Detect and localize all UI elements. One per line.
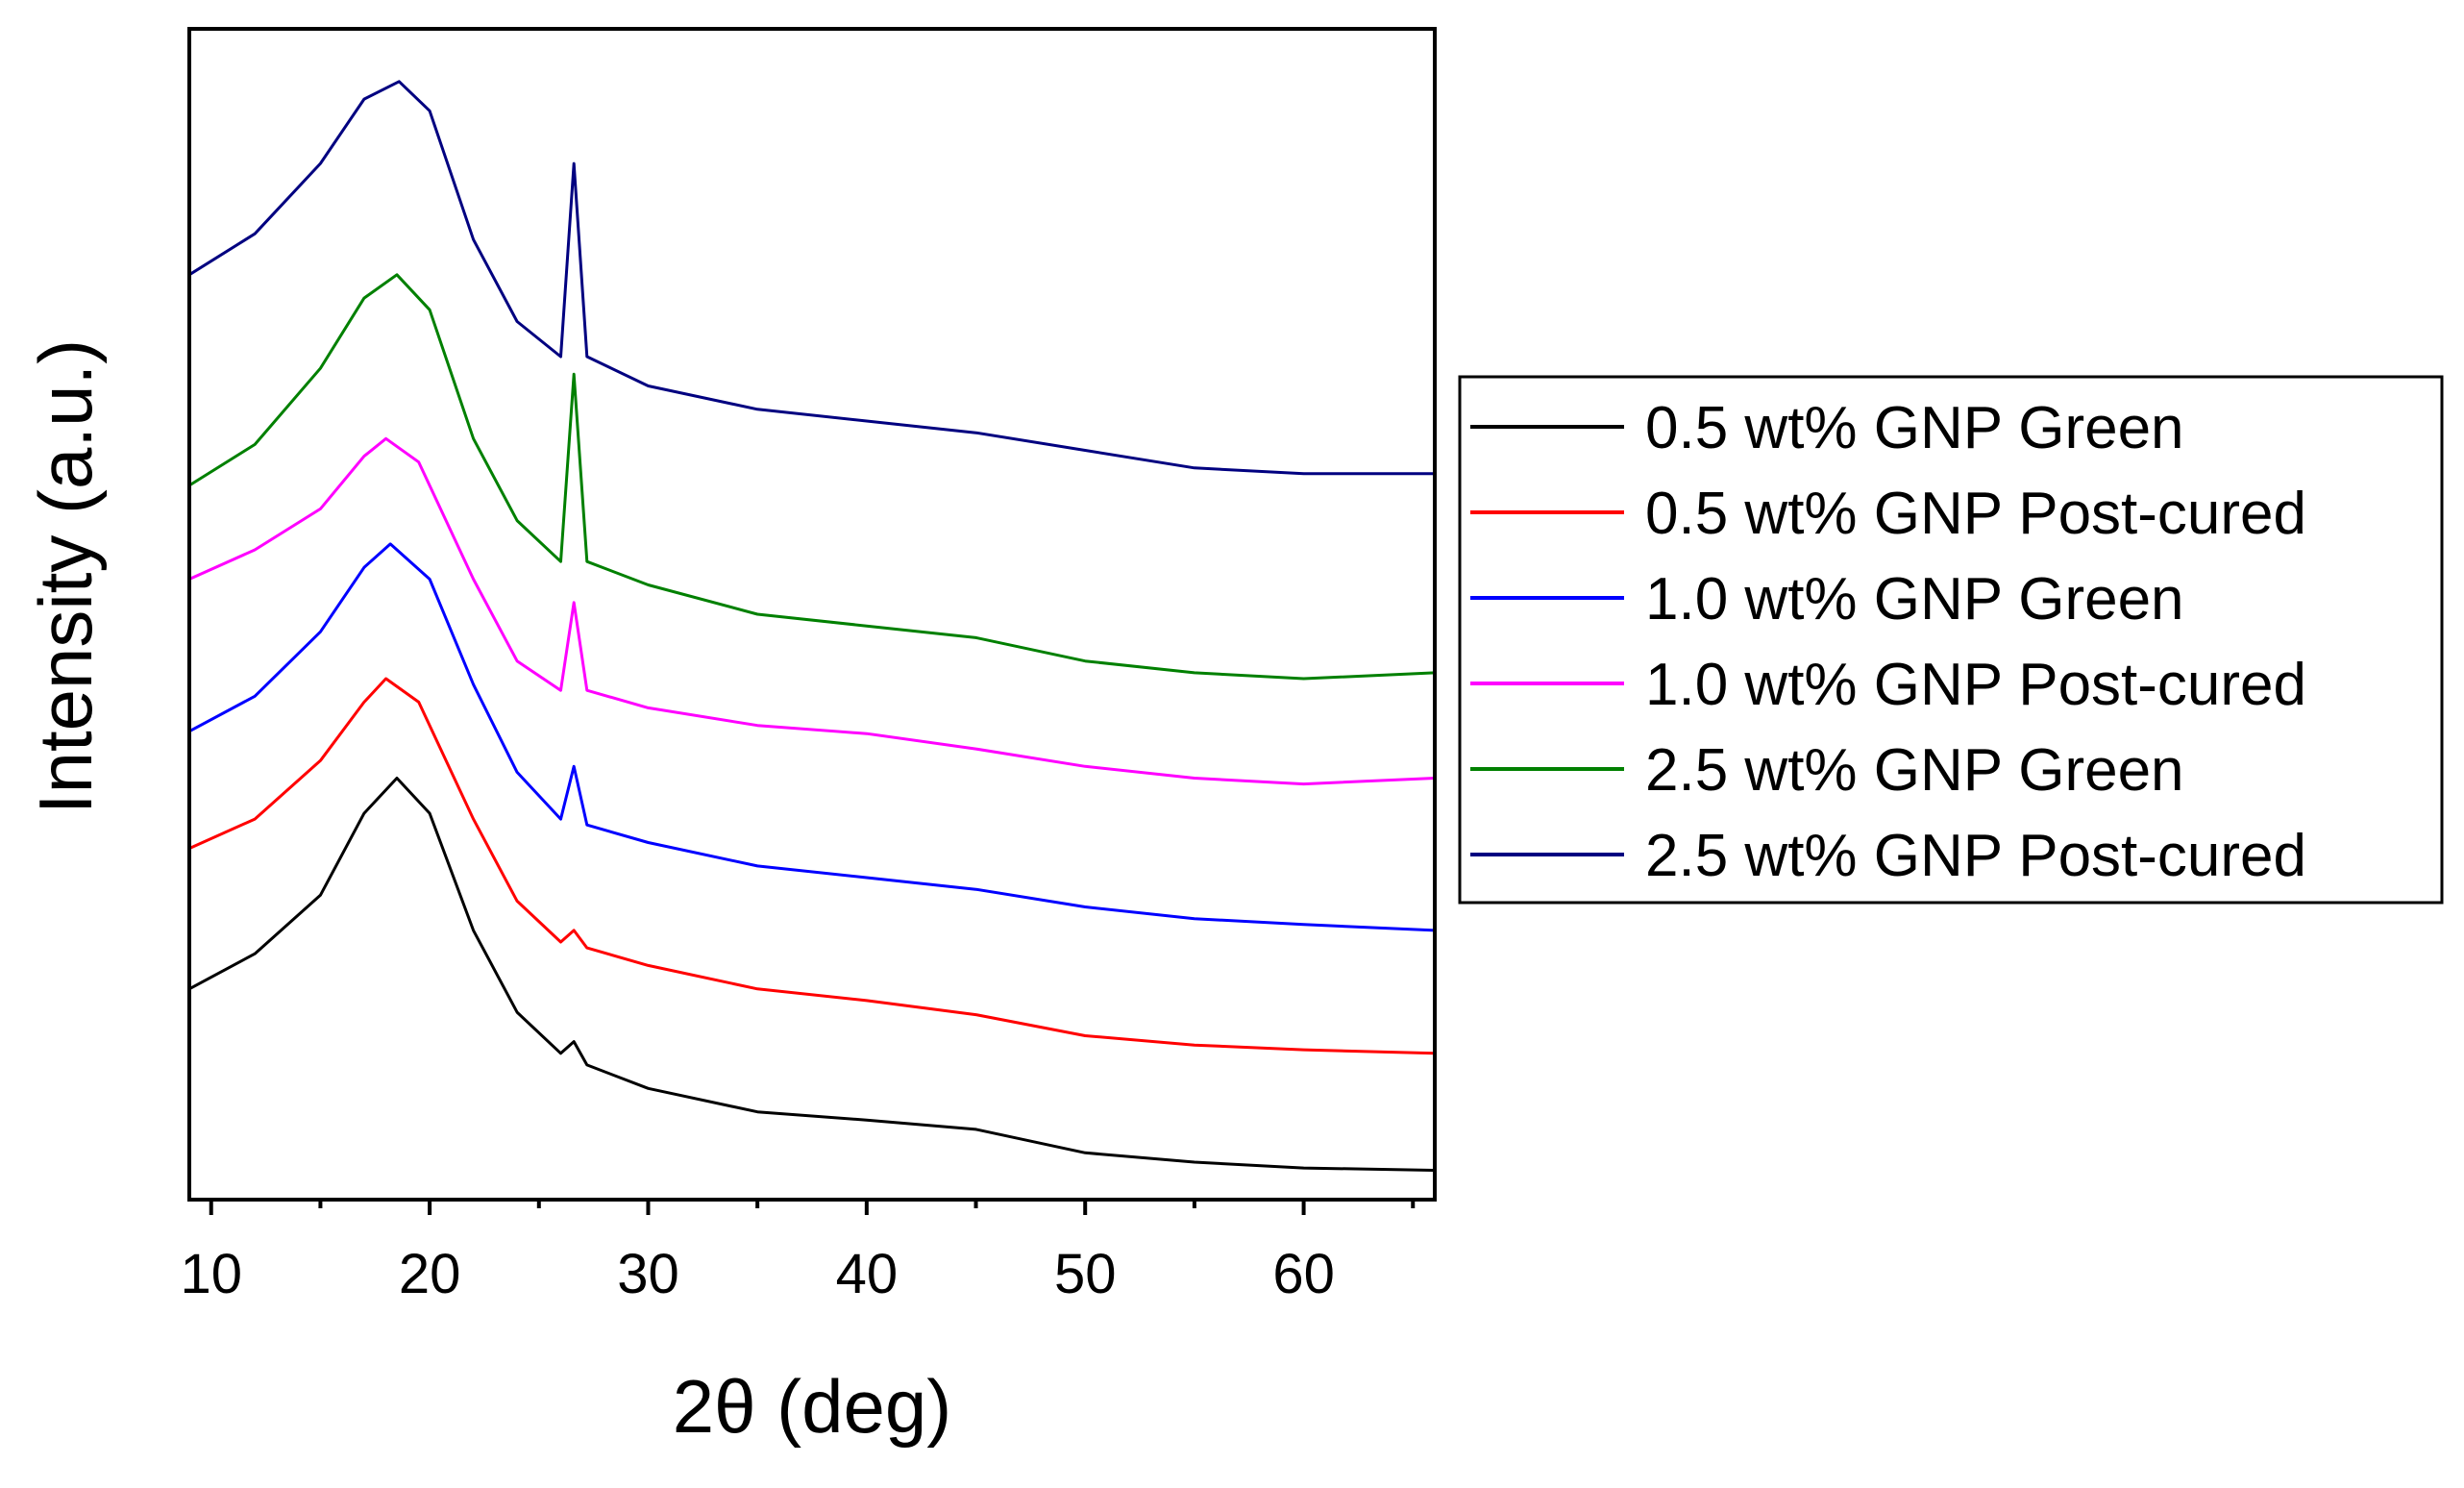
- x-tick-label: 20: [399, 1243, 461, 1305]
- x-tick-label: 50: [1054, 1243, 1117, 1305]
- legend: 0.5 wt% GNP Green 0.5 wt% GNP Post-cured 1…: [1458, 375, 2444, 905]
- legend-label-6: 2.5 wt% GNP Post-cured: [1645, 823, 2306, 889]
- series-line-4: [188, 436, 1436, 786]
- legend-label-3: 1.0 wt% GNP Green: [1645, 566, 2184, 632]
- legend-box: [1458, 375, 2444, 905]
- series-line-2: [188, 677, 1436, 1055]
- legend-label-2: 0.5 wt% GNP Post-cured: [1645, 481, 2306, 547]
- series-line-6: [188, 80, 1435, 476]
- legend-label-1: 0.5 wt% GNP Green: [1645, 395, 2184, 461]
- x-tick-label: 40: [836, 1243, 899, 1305]
- plot-lines: [188, 80, 1436, 1172]
- x-tick-label: 30: [617, 1243, 679, 1305]
- legend-label-4: 1.0 wt% GNP Post-cured: [1645, 652, 2306, 718]
- x-tick-label: 60: [1272, 1243, 1335, 1305]
- series-line-1: [188, 777, 1436, 1172]
- x-axis-ticks: 10 20 30 40 50 60: [180, 1200, 1416, 1305]
- series-line-3: [188, 542, 1436, 932]
- x-axis-title: 2θ (deg): [673, 1364, 952, 1449]
- x-tick-label: 10: [180, 1243, 242, 1305]
- legend-label-5: 2.5 wt% GNP Green: [1645, 737, 2184, 804]
- y-axis-title: Intensity (a.u.): [23, 339, 108, 814]
- plot-frame: [187, 27, 1437, 1202]
- series-line-5: [188, 273, 1436, 681]
